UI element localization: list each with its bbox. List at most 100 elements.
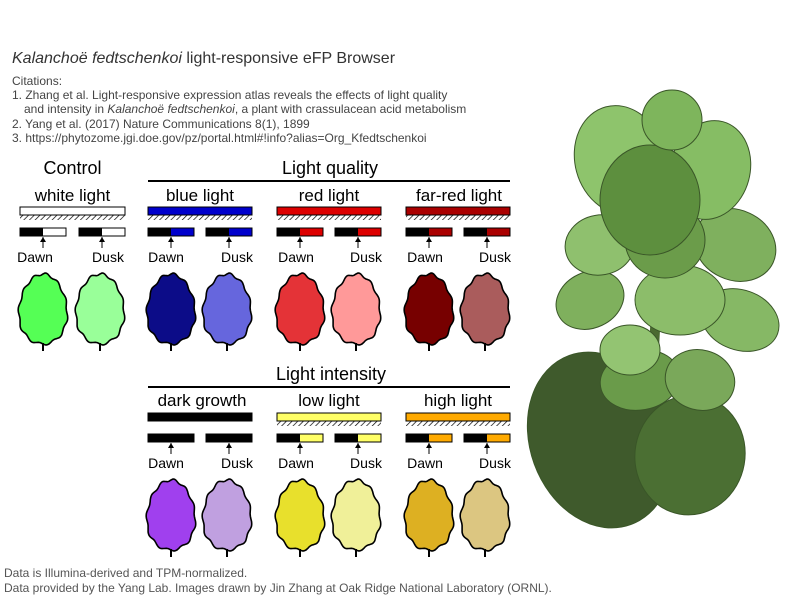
white-dawn-label: Dawn bbox=[17, 249, 53, 265]
group-light-intensity: Light intensity bbox=[275, 364, 387, 384]
plant-leaf-13 bbox=[599, 144, 701, 256]
low-dawn-cycle-dark bbox=[277, 434, 300, 442]
blue-dawn-leaf bbox=[145, 272, 197, 346]
red-dawn-leaf bbox=[274, 272, 326, 346]
dark-dawn-cycle-dark bbox=[148, 434, 171, 442]
plant-leaf-4 bbox=[664, 349, 736, 411]
high-dusk-leaf bbox=[459, 478, 511, 552]
citation-3-link[interactable]: 3. https://phytozome.jgi.doe.gov/pz/port… bbox=[12, 131, 427, 145]
low-dusk-arrowhead bbox=[355, 443, 361, 448]
dark-dawn-leaf bbox=[145, 478, 197, 552]
footer-note-2: Data provided by the Yang Lab. Images dr… bbox=[4, 581, 552, 595]
footer-note-1: Data is Illumina-derived and TPM-normali… bbox=[4, 566, 248, 580]
blue-hatch bbox=[148, 215, 252, 220]
dark-dawn-label: Dawn bbox=[148, 455, 184, 471]
farred-dawn-leaf bbox=[403, 272, 455, 346]
group-control: Control bbox=[43, 158, 102, 178]
red-dusk-leaf bbox=[330, 272, 382, 346]
low-dawn-label: Dawn bbox=[278, 455, 314, 471]
high-dawn-cycle-dark bbox=[406, 434, 429, 442]
white-dawn-leaf bbox=[17, 272, 69, 346]
light-intensity-divider bbox=[148, 386, 510, 388]
blue-dusk-label: Dusk bbox=[221, 249, 253, 265]
farred-light-bar bbox=[405, 206, 511, 216]
plant-leaf-6 bbox=[555, 270, 625, 330]
red-dawn-arrowhead bbox=[297, 237, 303, 242]
farred-dusk-leaf bbox=[459, 272, 511, 346]
group-light-quality: Light quality bbox=[281, 158, 379, 178]
low-dusk-label: Dusk bbox=[350, 455, 382, 471]
white-dusk-cycle-dark bbox=[79, 228, 102, 236]
plant-leaf-15 bbox=[599, 324, 661, 376]
low-hatch bbox=[277, 421, 381, 426]
low-dusk-cycle-dark bbox=[335, 434, 358, 442]
red-dusk-arrowhead bbox=[355, 237, 361, 242]
high-light-bar bbox=[405, 412, 511, 422]
condition-white-light: white light bbox=[34, 186, 111, 205]
condition-dark-growth: dark growth bbox=[157, 391, 247, 410]
low-dawn-arrowhead bbox=[297, 443, 303, 448]
white-dusk-leaf bbox=[74, 272, 126, 346]
high-dawn-label: Dawn bbox=[407, 455, 443, 471]
farred-hatch bbox=[406, 215, 510, 220]
dark-dusk-leaf bbox=[201, 478, 253, 552]
citation-1b-species: Kalanchoë fedtschenkoi bbox=[107, 102, 235, 116]
title-rest: light-responsive eFP Browser bbox=[181, 50, 396, 67]
citation-2[interactable]: 2. Yang et al. (2017) Nature Communicati… bbox=[12, 117, 310, 131]
blue-dusk-cycle-dark bbox=[206, 228, 229, 236]
dark-dusk-cycle-dark bbox=[206, 434, 229, 442]
red-dawn-cycle-dark bbox=[277, 228, 300, 236]
blue-dawn-arrowhead bbox=[168, 237, 174, 242]
dark-dawn-arrowhead bbox=[168, 443, 174, 448]
farred-dawn-cycle-dark bbox=[406, 228, 429, 236]
white-dawn-cycle-dark bbox=[20, 228, 43, 236]
high-dusk-cycle-dark bbox=[464, 434, 487, 442]
white-dusk-arrowhead bbox=[99, 237, 105, 242]
farred-dawn-label: Dawn bbox=[407, 249, 443, 265]
farred-dusk-arrowhead bbox=[484, 237, 490, 242]
farred-dawn-arrowhead bbox=[426, 237, 432, 242]
citation-1b-pre: and intensity in bbox=[24, 102, 108, 116]
white-hatch bbox=[20, 215, 125, 220]
low-dusk-leaf bbox=[330, 478, 382, 552]
red-light-bar bbox=[276, 206, 382, 216]
citation-1b-post: , a plant with crassulacean acid metabol… bbox=[234, 102, 467, 116]
white-light-bar bbox=[19, 206, 126, 216]
dark-light-bar bbox=[147, 412, 253, 422]
farred-dusk-cycle-dark bbox=[464, 228, 487, 236]
high-dusk-arrowhead bbox=[484, 443, 490, 448]
blue-dusk-arrowhead bbox=[226, 237, 232, 242]
high-dawn-leaf bbox=[403, 478, 455, 552]
condition-red-light: red light bbox=[298, 186, 360, 205]
red-hatch bbox=[277, 215, 381, 220]
red-dawn-label: Dawn bbox=[278, 249, 314, 265]
blue-dawn-label: Dawn bbox=[148, 249, 184, 265]
red-dusk-label: Dusk bbox=[350, 249, 382, 265]
white-dawn-arrowhead bbox=[40, 237, 46, 242]
citation-1b: and intensity in Kalanchoë fedtschenkoi,… bbox=[24, 102, 466, 116]
page-title: Kalanchoë fedtschenkoi light-responsive … bbox=[12, 50, 395, 68]
title-species: Kalanchoë fedtschenkoi bbox=[12, 50, 182, 67]
high-hatch bbox=[406, 421, 510, 426]
blue-light-bar bbox=[147, 206, 253, 216]
plant-photo bbox=[526, 89, 780, 529]
farred-dusk-label: Dusk bbox=[479, 249, 511, 265]
condition-low-light: low light bbox=[298, 391, 360, 410]
blue-dawn-cycle-dark bbox=[148, 228, 171, 236]
white-dusk-label: Dusk bbox=[92, 249, 124, 265]
red-dusk-cycle-dark bbox=[335, 228, 358, 236]
condition-high-light: high light bbox=[423, 391, 493, 410]
citation-1a: 1. Zhang et al. Light-responsive express… bbox=[12, 88, 448, 102]
low-dawn-leaf bbox=[274, 478, 326, 552]
light-quality-divider bbox=[148, 180, 510, 182]
high-dawn-arrowhead bbox=[426, 443, 432, 448]
plant-leaf-14 bbox=[641, 89, 703, 151]
dark-dusk-label: Dusk bbox=[221, 455, 253, 471]
blue-dusk-leaf bbox=[201, 272, 253, 346]
citations-label: Citations: bbox=[12, 74, 63, 88]
high-dusk-label: Dusk bbox=[479, 455, 511, 471]
condition-far-red-light: far-red light bbox=[416, 186, 502, 205]
dark-dusk-arrowhead bbox=[226, 443, 232, 448]
condition-blue-light: blue light bbox=[165, 186, 235, 205]
